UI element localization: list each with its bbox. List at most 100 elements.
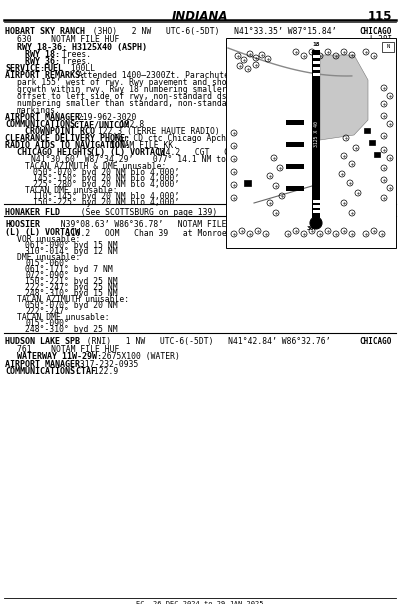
Bar — [286, 164, 304, 169]
Text: 122.9: 122.9 — [89, 367, 118, 376]
Text: FUEL: FUEL — [43, 64, 63, 73]
Text: 36: 36 — [306, 225, 314, 231]
Text: 3125 X 40: 3125 X 40 — [314, 121, 318, 147]
Text: 122.8: 122.8 — [115, 120, 144, 129]
Text: 225°-280° byd 20 NM blo 4,000’: 225°-280° byd 20 NM blo 4,000’ — [33, 180, 179, 189]
Text: 015°-090°: 015°-090° — [25, 319, 69, 328]
Bar — [312, 61, 320, 63]
Text: CTAF/UNICOM: CTAF/UNICOM — [69, 120, 129, 129]
Text: CHICAGO: CHICAGO — [360, 337, 392, 346]
Text: 110°-145° byd 20 NM blo 4,000’: 110°-145° byd 20 NM blo 4,000’ — [33, 192, 179, 201]
Text: N41°30.60’ W87°34.29’    077° 14.1 NM to fld. 634/2E.: N41°30.60’ W87°34.29’ 077° 14.1 NM to fl… — [31, 155, 289, 164]
Text: INDIANA: INDIANA — [172, 10, 228, 23]
Bar — [374, 152, 380, 157]
Text: TACAN DME unusable:: TACAN DME unusable: — [25, 186, 118, 195]
Text: AIRPORT MANAGER:: AIRPORT MANAGER: — [5, 360, 85, 369]
Text: (L) (L) VORTACW: (L) (L) VORTACW — [5, 228, 80, 237]
Text: 061°-171° byd 7 NM: 061°-171° byd 7 NM — [25, 265, 113, 274]
Bar — [364, 128, 370, 133]
Bar — [312, 55, 320, 57]
Text: VOR unusable:: VOR unusable: — [17, 235, 80, 244]
Text: 110.2   OOM   Chan 39   at Monroe Co. 845/2W.: 110.2 OOM Chan 39 at Monroe Co. 845/2W. — [61, 228, 285, 237]
Text: HUDSON LAKE SPB: HUDSON LAKE SPB — [5, 337, 80, 346]
Text: 050°-070° byd 20 NM blo 4,000’: 050°-070° byd 20 NM blo 4,000’ — [33, 168, 179, 177]
Text: 310°-014° byd 12 NM: 310°-014° byd 12 NM — [25, 247, 118, 256]
Text: 015°-060°: 015°-060° — [25, 259, 69, 268]
Circle shape — [310, 217, 322, 229]
Text: 317-232-0935: 317-232-0935 — [75, 360, 138, 369]
Text: COMMUNICATIONS:: COMMUNICATIONS: — [5, 120, 80, 129]
Bar — [312, 205, 320, 208]
Text: 061°-090° byd 15 NM: 061°-090° byd 15 NM — [25, 241, 118, 250]
Bar — [312, 73, 320, 76]
Text: markings.: markings. — [17, 106, 61, 115]
Text: 150°-221° byd 25 NM: 150°-221° byd 25 NM — [25, 277, 118, 286]
Text: EC, 26 DEC 2024 to 29 JAN 2025: EC, 26 DEC 2024 to 29 JAN 2025 — [136, 601, 264, 604]
Text: 122.3 (TERRE HAUTE RADIO): 122.3 (TERRE HAUTE RADIO) — [93, 127, 220, 136]
Text: COMMUNICATIONS:: COMMUNICATIONS: — [5, 367, 80, 376]
Text: AIRPORT MANAGER:: AIRPORT MANAGER: — [5, 113, 85, 122]
Text: L-28I: L-28I — [369, 35, 392, 44]
Text: (3HO)   2 NW   UTC-6(-5DT)   N41°33.35’ W87°15.84’: (3HO) 2 NW UTC-6(-5DT) N41°33.35’ W87°15… — [83, 27, 336, 36]
Text: DME unusable:: DME unusable: — [17, 253, 80, 262]
Text: CHICAGO HEIGHTS: CHICAGO HEIGHTS — [17, 148, 92, 157]
Text: CTAF: CTAF — [71, 367, 96, 376]
Text: 761    NOTAM FILE HUF: 761 NOTAM FILE HUF — [17, 345, 119, 354]
Text: 145°-150° byd 20 NM blo 4,000’: 145°-150° byd 20 NM blo 4,000’ — [33, 174, 179, 183]
Bar — [312, 200, 320, 202]
Text: CHICAGO: CHICAGO — [360, 27, 392, 36]
Text: offset to left side of rwy, non-standard dsplcd thld markings. Rwy 36: offset to left side of rwy, non-standard… — [17, 92, 353, 101]
Text: HOOSIER: HOOSIER — [5, 220, 40, 229]
Text: CROWNPOINT RCO: CROWNPOINT RCO — [25, 127, 95, 136]
Text: ST. LOUIS: ST. LOUIS — [350, 220, 392, 229]
Text: park 155’ west of rwy. Rwy pavement and shoulder spalling, weed: park 155’ west of rwy. Rwy pavement and … — [17, 78, 324, 87]
Text: 18: 18 — [312, 42, 320, 47]
Text: NOTAM FILE KK.: NOTAM FILE KK. — [105, 141, 178, 150]
Text: (See SCOTTSBURG on page 139): (See SCOTTSBURG on page 139) — [71, 208, 217, 217]
Text: 222°-247°: 222°-247° — [25, 307, 69, 316]
Text: For CD ctc Chicago Apch at 847-289-0926.: For CD ctc Chicago Apch at 847-289-0926. — [109, 134, 309, 143]
Text: SERVICE:: SERVICE: — [5, 64, 45, 73]
Text: AIRPORT REMARKS:: AIRPORT REMARKS: — [5, 71, 85, 80]
Bar — [244, 180, 251, 186]
Text: numbering smaller than standard, non-standard dsplcd thld: numbering smaller than standard, non-sta… — [17, 99, 295, 108]
Text: N39°08.63’ W86°36.78’   NOTAM FILE BMG.: N39°08.63’ W86°36.78’ NOTAM FILE BMG. — [51, 220, 251, 229]
Text: CLEARANCE DELIVERY PHONE:: CLEARANCE DELIVERY PHONE: — [5, 134, 130, 143]
Text: 2675X100 (WATER): 2675X100 (WATER) — [97, 352, 180, 361]
Bar — [312, 50, 320, 218]
Text: (L) (L) VORTACW: (L) (L) VORTACW — [85, 148, 165, 157]
Text: RWY 36:: RWY 36: — [25, 57, 60, 66]
Text: HONAKER FLD: HONAKER FLD — [5, 208, 60, 217]
Polygon shape — [320, 55, 368, 140]
Text: growth within rwy. Rwy 18 numbering smaller than standard and: growth within rwy. Rwy 18 numbering smal… — [17, 85, 314, 94]
Text: L-27G: L-27G — [369, 228, 392, 237]
Text: 050°-070° byd 20 NM: 050°-070° byd 20 NM — [25, 301, 118, 310]
Text: 248°-310° byd 15 NM: 248°-310° byd 15 NM — [25, 289, 118, 298]
Text: RWY 18-36: H3125X40 (ASPH): RWY 18-36: H3125X40 (ASPH) — [17, 43, 147, 52]
Text: (RNI)   1 NW   UTC-6(-5DT)   N41°42.84’ W86°32.76’: (RNI) 1 NW UTC-6(-5DT) N41°42.84’ W86°32… — [77, 337, 330, 346]
Text: TACAN DME unusable:: TACAN DME unusable: — [17, 313, 110, 322]
Bar — [226, 38, 396, 248]
Text: 222°-247° byd 25 NM: 222°-247° byd 25 NM — [25, 283, 118, 292]
Bar — [286, 186, 304, 191]
Text: Attended 1400–2300Zt. Parachute Jumping. Trailer: Attended 1400–2300Zt. Parachute Jumping.… — [73, 71, 312, 80]
Bar — [382, 42, 394, 52]
Text: TACAN AZIMUTH & DME unusable:: TACAN AZIMUTH & DME unusable: — [25, 162, 166, 171]
Text: 114.2   CGT   Chan 89: 114.2 CGT Chan 89 — [151, 148, 258, 157]
Text: 150°-225° byd 20 NM blo 4,000’: 150°-225° byd 20 NM blo 4,000’ — [33, 198, 179, 207]
Bar — [312, 210, 320, 213]
Text: 219-962-3020: 219-962-3020 — [73, 113, 136, 122]
Bar — [312, 67, 320, 69]
Text: 072°-090°: 072°-090° — [25, 271, 69, 280]
Text: RWY 18:: RWY 18: — [25, 50, 60, 59]
Bar — [286, 120, 304, 125]
Bar — [369, 140, 375, 145]
Text: WATERWAY 11W-29W:: WATERWAY 11W-29W: — [17, 352, 102, 361]
Bar — [286, 142, 304, 147]
Text: 100LL: 100LL — [61, 64, 95, 73]
Text: Trees.: Trees. — [57, 50, 91, 59]
Text: RADIO AIDS TO NAVIGATION:: RADIO AIDS TO NAVIGATION: — [5, 141, 130, 150]
Text: HOBART SKY RANCH: HOBART SKY RANCH — [5, 27, 85, 36]
Text: 630    NOTAM FILE HUF: 630 NOTAM FILE HUF — [17, 35, 119, 44]
Text: N: N — [386, 43, 390, 48]
